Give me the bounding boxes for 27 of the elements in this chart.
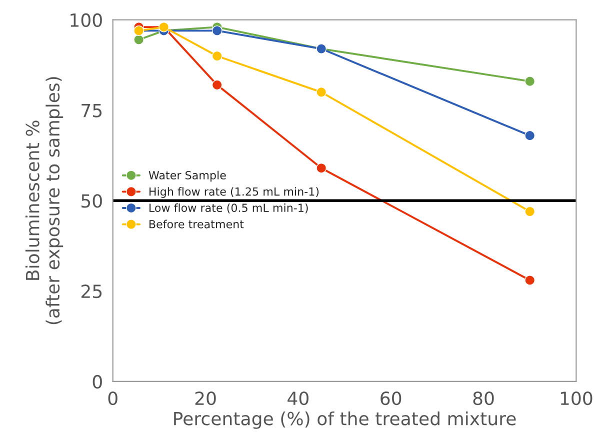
legend-label: Before treatment <box>150 220 244 228</box>
point <box>316 162 327 174</box>
x-tick-label: 0 <box>108 392 118 406</box>
legend-label: High flow rate (1.25 mL min-1) <box>150 187 319 198</box>
point <box>316 86 327 98</box>
x-tick-label: 40 <box>288 392 308 406</box>
y-tick-label: 100 <box>70 13 102 27</box>
x-tick-label: 60 <box>380 392 402 406</box>
y-tick-label: 50 <box>82 194 102 208</box>
x-tick-label: 20 <box>195 392 216 406</box>
y-tick-label: 75 <box>82 104 102 118</box>
legend-label: Low flow rate (0.5 mL min-1) <box>150 203 308 214</box>
y-tick-label: 25 <box>81 284 102 298</box>
y-tick-label: 0 <box>92 374 102 389</box>
x-tick-label: 80 <box>473 392 494 406</box>
point <box>134 34 144 45</box>
point <box>524 130 536 141</box>
x-tick-label: 100 <box>560 392 592 406</box>
point <box>524 76 536 87</box>
legend-label: Water Sample <box>148 170 226 182</box>
point <box>524 206 536 217</box>
point <box>212 80 222 90</box>
point <box>524 275 536 286</box>
y-axis-title: Bioluminescent % (after exposure to samples) <box>25 77 64 324</box>
point <box>212 50 222 62</box>
point <box>212 25 222 36</box>
x-axis-title: Percentage (%) of the treated mixture <box>174 411 516 429</box>
